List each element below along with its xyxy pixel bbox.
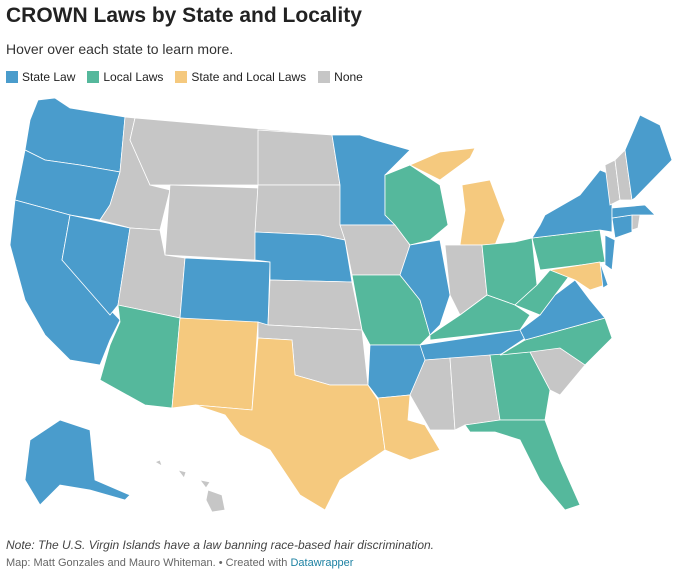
state[interactable] bbox=[599, 261, 609, 289]
state[interactable] bbox=[611, 214, 633, 239]
title: CROWN Laws by State and Locality bbox=[6, 4, 362, 27]
legend-label: State and Local Laws bbox=[191, 70, 307, 84]
legend-item: Local Laws bbox=[87, 70, 163, 84]
state[interactable] bbox=[459, 179, 506, 246]
state[interactable] bbox=[499, 317, 613, 366]
state[interactable] bbox=[604, 234, 616, 271]
state[interactable] bbox=[254, 184, 346, 241]
state[interactable] bbox=[419, 329, 531, 361]
legend-swatch bbox=[6, 71, 18, 83]
state[interactable] bbox=[171, 317, 259, 411]
state[interactable] bbox=[267, 279, 363, 331]
note: Note: The U.S. Virgin Islands have a law… bbox=[6, 538, 435, 552]
legend-swatch bbox=[87, 71, 100, 83]
state[interactable] bbox=[154, 459, 226, 513]
legend-swatch bbox=[318, 71, 331, 83]
legend-item: None bbox=[318, 70, 363, 84]
state[interactable] bbox=[464, 419, 581, 511]
state[interactable] bbox=[257, 129, 341, 186]
state[interactable] bbox=[429, 294, 531, 341]
subtitle: Hover over each state to learn more. bbox=[6, 41, 234, 57]
map bbox=[9, 97, 673, 513]
state[interactable] bbox=[339, 224, 411, 276]
state[interactable] bbox=[24, 419, 131, 506]
credit: Map: Matt Gonzales and Mauro Whiteman. •… bbox=[6, 557, 353, 569]
state[interactable] bbox=[194, 337, 386, 511]
state[interactable] bbox=[631, 214, 641, 231]
credit-text: Map: Matt Gonzales and Mauro Whiteman. •… bbox=[6, 557, 291, 569]
state[interactable] bbox=[179, 257, 271, 326]
legend-item: State Law bbox=[6, 70, 75, 84]
legend-swatch bbox=[175, 71, 188, 83]
state[interactable] bbox=[548, 261, 606, 291]
state[interactable] bbox=[531, 169, 613, 239]
state[interactable] bbox=[61, 214, 131, 316]
legend-label: Local Laws bbox=[103, 70, 164, 84]
legend-label: None bbox=[334, 70, 363, 84]
state[interactable] bbox=[164, 184, 259, 261]
state[interactable] bbox=[377, 394, 441, 461]
legend-label: State Law bbox=[22, 70, 76, 84]
legend: State Law Local Laws State and Local Laws N… bbox=[6, 70, 363, 84]
state[interactable] bbox=[611, 204, 656, 219]
state[interactable] bbox=[399, 239, 451, 336]
legend-item: State and Local Laws bbox=[175, 70, 306, 84]
state[interactable] bbox=[624, 114, 673, 201]
credit-link[interactable]: Datawrapper bbox=[290, 557, 354, 569]
state[interactable] bbox=[384, 164, 449, 246]
state[interactable] bbox=[409, 147, 476, 181]
